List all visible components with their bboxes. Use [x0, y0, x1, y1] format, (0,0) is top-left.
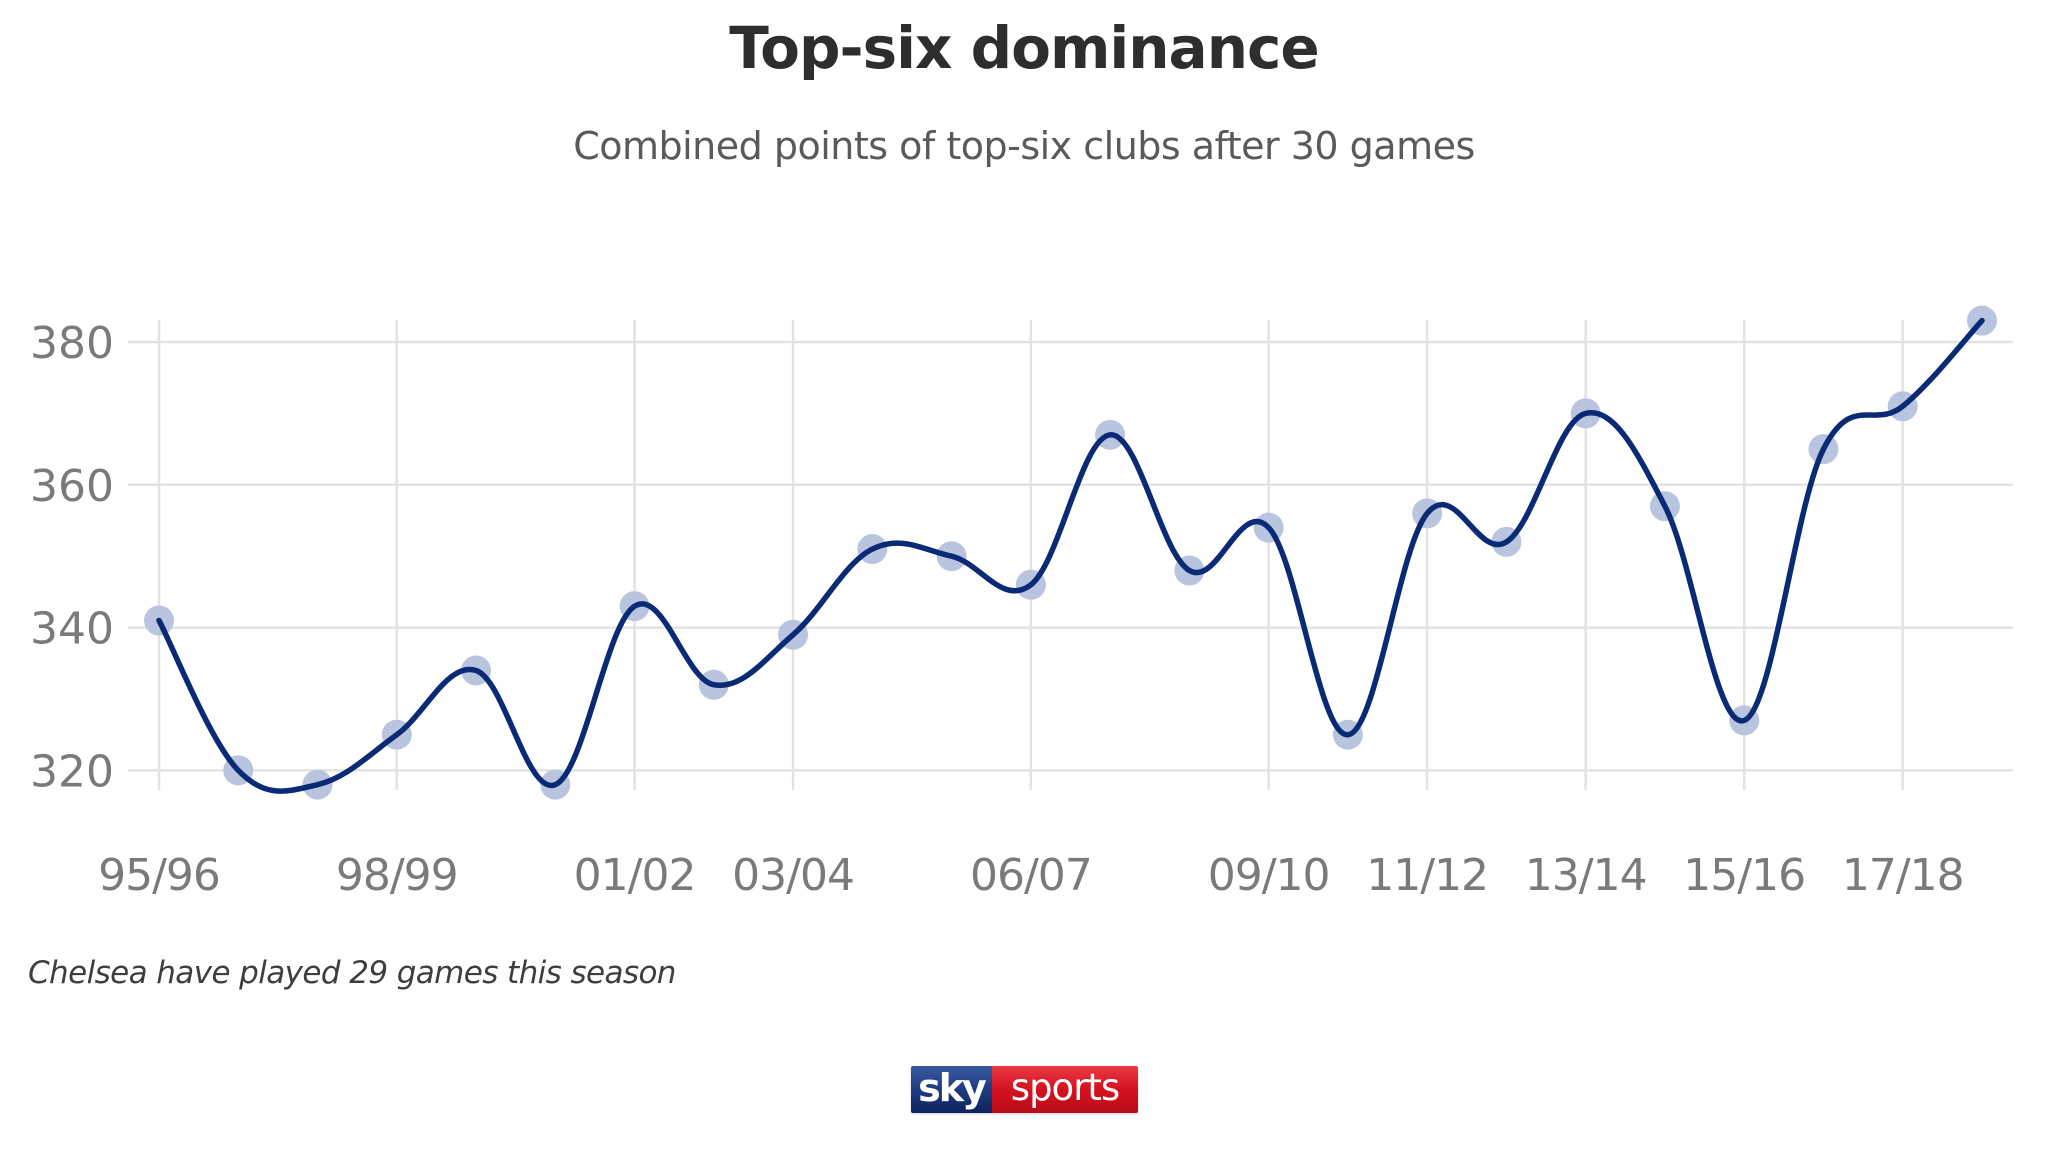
x-tick-label: 11/12 [1366, 850, 1488, 901]
y-tick-label: 360 [30, 461, 114, 512]
y-tick-label: 320 [30, 746, 114, 797]
x-tick-label: 95/96 [98, 850, 220, 901]
y-tick-label: 380 [30, 318, 114, 369]
x-tick-label: 13/14 [1525, 850, 1647, 901]
x-gridlines [157, 320, 1904, 790]
data-markers [144, 305, 1997, 800]
y-tick-label: 340 [30, 604, 114, 655]
logo-sports-part: sports [992, 1066, 1138, 1113]
sky-sports-logo: sky sports [911, 1066, 1138, 1113]
x-tick-label: 15/16 [1683, 850, 1805, 901]
x-tick-label: 17/18 [1842, 850, 1964, 901]
chart-title: Top-six dominance [729, 14, 1319, 82]
chart-subtitle: Combined points of top-six clubs after 3… [573, 124, 1475, 168]
y-gridlines [128, 340, 2013, 772]
x-tick-label: 06/07 [970, 850, 1092, 901]
footnote: Chelsea have played 29 games this season [28, 955, 676, 991]
x-tick-label: 01/02 [574, 850, 696, 901]
x-tick-label: 98/99 [336, 850, 458, 901]
y-axis-labels: 320 340 360 380 [30, 318, 114, 797]
x-axis-labels: 95/96 98/99 01/02 03/04 06/07 09/10 11/12 13/14… [98, 850, 1965, 901]
series-line [156, 317, 1985, 794]
logo-sky-part: sky [911, 1066, 992, 1113]
x-tick-label: 03/04 [732, 850, 854, 901]
x-tick-label: 09/10 [1208, 850, 1330, 901]
